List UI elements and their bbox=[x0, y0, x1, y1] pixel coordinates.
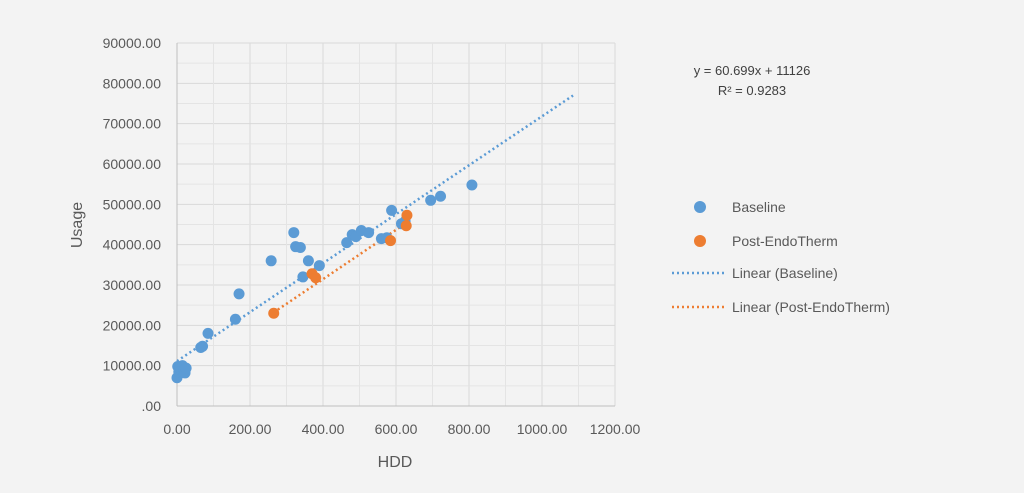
baseline-point bbox=[302, 255, 314, 267]
post-endotherm-point bbox=[268, 307, 280, 319]
gridlines bbox=[177, 42, 616, 406]
baseline-point bbox=[313, 260, 325, 272]
legend-label-baseline: Baseline bbox=[732, 199, 786, 215]
x-tick-label: 1000.00 bbox=[517, 421, 568, 437]
x-tick-labels: 0.00 200.00 400.00 600.00 800.00 1000.00 1200.… bbox=[163, 421, 640, 437]
legend-marker-post-endotherm bbox=[694, 235, 706, 247]
y-tick-label: 20000.00 bbox=[103, 317, 162, 333]
baseline-point bbox=[297, 271, 309, 283]
legend: Baseline Post-EndoTherm Linear (Baseline… bbox=[672, 199, 890, 315]
trendlines bbox=[176, 94, 574, 363]
baseline-point bbox=[265, 255, 277, 267]
y-tick-label: 50000.00 bbox=[103, 196, 162, 212]
baseline-point bbox=[229, 313, 241, 325]
trendline-r-squared: R² = 0.9283 bbox=[718, 83, 786, 98]
x-axis-title: HDD bbox=[378, 454, 413, 471]
y-tick-label: 70000.00 bbox=[103, 116, 162, 132]
baseline-point bbox=[341, 237, 353, 249]
y-tick-label: .00 bbox=[142, 398, 162, 414]
x-tick-label: 1200.00 bbox=[590, 421, 641, 437]
legend-label-linear-post-endotherm: Linear (Post-EndoTherm) bbox=[732, 299, 890, 315]
y-tick-label: 80000.00 bbox=[103, 75, 162, 91]
post-endotherm-point bbox=[401, 209, 413, 221]
y-tick-label: 10000.00 bbox=[103, 358, 162, 374]
y-tick-label: 90000.00 bbox=[103, 35, 162, 51]
y-tick-label: 60000.00 bbox=[103, 156, 162, 172]
axes bbox=[176, 43, 615, 407]
x-tick-label: 600.00 bbox=[375, 421, 418, 437]
legend-label-post-endotherm: Post-EndoTherm bbox=[732, 233, 838, 249]
baseline-point bbox=[425, 194, 437, 206]
x-tick-label: 400.00 bbox=[302, 421, 345, 437]
baseline-point bbox=[288, 227, 300, 239]
x-tick-label: 800.00 bbox=[448, 421, 491, 437]
baseline-point bbox=[386, 204, 398, 216]
baseline-point bbox=[233, 288, 245, 300]
trendline-post-endotherm bbox=[273, 221, 408, 314]
baseline-point bbox=[294, 241, 306, 253]
y-tick-label: 40000.00 bbox=[103, 237, 162, 253]
y-axis-title: Usage bbox=[69, 202, 86, 248]
post-endotherm-point bbox=[385, 235, 397, 247]
baseline-point bbox=[363, 227, 375, 239]
baseline-point bbox=[435, 190, 447, 202]
x-tick-label: 200.00 bbox=[229, 421, 272, 437]
baseline-point bbox=[197, 340, 209, 352]
y-tick-label: 30000.00 bbox=[103, 277, 162, 293]
post-endotherm-point bbox=[400, 220, 412, 232]
legend-label-linear-baseline: Linear (Baseline) bbox=[732, 265, 838, 281]
baseline-point bbox=[202, 327, 214, 339]
baseline-point bbox=[180, 362, 192, 374]
legend-marker-baseline bbox=[694, 201, 706, 213]
data-points bbox=[171, 179, 478, 384]
trendline-equation: y = 60.699x + 11126 bbox=[694, 63, 811, 78]
baseline-point bbox=[466, 179, 478, 191]
y-tick-labels: .00 10000.00 20000.00 30000.00 40000.00 50000… bbox=[103, 35, 162, 414]
post-endotherm-point bbox=[310, 272, 322, 284]
x-tick-label: 0.00 bbox=[163, 421, 190, 437]
